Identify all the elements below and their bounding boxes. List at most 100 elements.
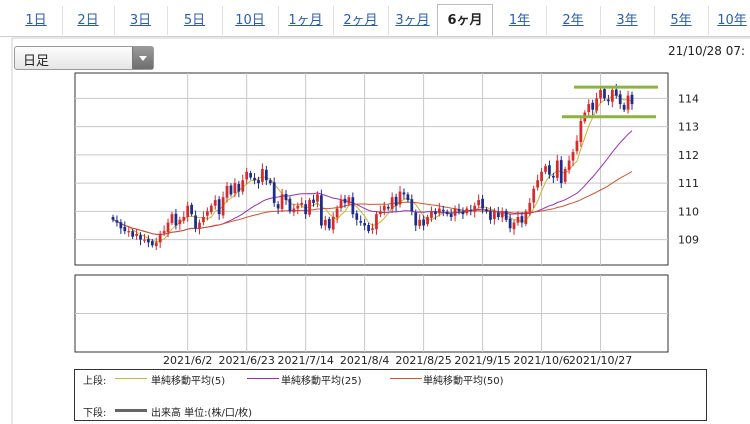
candle-body xyxy=(284,193,288,201)
legend-upper-label: 上段: xyxy=(83,376,107,387)
candle-body xyxy=(477,200,481,206)
candle-body xyxy=(143,239,146,241)
candle-body xyxy=(449,213,453,217)
interval-select[interactable]: 日足 xyxy=(14,46,154,70)
tab-11[interactable]: 3年 xyxy=(600,6,655,35)
chevron-down-icon xyxy=(132,47,153,69)
candle-body xyxy=(249,173,252,178)
candle-body xyxy=(504,210,508,220)
candle-body xyxy=(434,211,437,215)
tab-5[interactable]: 1ヶ月 xyxy=(278,6,334,35)
candle-body xyxy=(540,171,543,182)
legend-ma25-swatch xyxy=(247,378,279,379)
candle-body xyxy=(551,175,555,178)
candle-body xyxy=(323,219,327,226)
legend-ma5-label: 単純移動平均(5) xyxy=(151,376,226,387)
candle-body xyxy=(209,205,213,213)
candle-body xyxy=(563,169,567,182)
candle-body xyxy=(493,211,496,219)
candle-body xyxy=(614,89,618,96)
candle-body xyxy=(520,216,524,223)
candle-body xyxy=(182,217,186,221)
y-tick-label: 110 xyxy=(678,205,699,218)
candle-body xyxy=(241,180,245,192)
candle-body xyxy=(622,104,626,110)
x-tick-label: 2021/10/27 xyxy=(569,354,632,367)
candle-body xyxy=(567,160,571,170)
candle-body xyxy=(217,199,221,215)
x-tick-label: 2021/10/6 xyxy=(513,354,569,367)
candle-body xyxy=(485,209,488,212)
legend-ma50-swatch xyxy=(390,378,422,379)
candle-body xyxy=(162,231,166,234)
tab-6[interactable]: 2ヶ月 xyxy=(333,6,389,35)
candle-body xyxy=(406,194,410,201)
candle-body xyxy=(363,223,367,226)
tab-4[interactable]: 10日 xyxy=(222,6,279,35)
candle-body xyxy=(544,166,547,172)
candle-body xyxy=(524,211,528,224)
candle-body xyxy=(481,198,484,209)
candle-body xyxy=(571,152,575,161)
candle-body xyxy=(308,200,311,215)
candle-body xyxy=(190,204,194,215)
candle-body xyxy=(390,197,394,209)
candle-body xyxy=(316,194,319,202)
x-tick-label: 2021/8/25 xyxy=(395,354,451,367)
candle-body xyxy=(398,191,402,205)
candle-body xyxy=(127,231,131,233)
interval-select-value: 日足 xyxy=(23,54,50,69)
legend-volume-label: 出来高 単位:(株/口/枚) xyxy=(151,408,253,419)
candle-body xyxy=(445,211,449,215)
candle-body xyxy=(599,89,602,99)
candle-body xyxy=(198,222,201,229)
legend-volume-swatch xyxy=(115,409,147,412)
x-tick-label: 2021/8/4 xyxy=(340,354,389,367)
legend-lower-label: 下段: xyxy=(83,408,107,419)
tab-1[interactable]: 2日 xyxy=(62,6,115,35)
y-tick-label: 113 xyxy=(678,121,699,134)
tab-13[interactable]: 10年 xyxy=(708,6,750,35)
candle-body xyxy=(351,197,355,215)
chart-frame xyxy=(11,37,750,424)
candle-body xyxy=(276,204,280,209)
candle-body xyxy=(457,209,461,212)
candle-body xyxy=(618,94,622,105)
candle-body xyxy=(394,196,398,206)
candle-body xyxy=(500,211,504,218)
tab-12[interactable]: 5年 xyxy=(654,6,709,35)
candle-body xyxy=(213,200,217,206)
candle-body xyxy=(327,218,331,229)
candle-body xyxy=(512,222,516,230)
tab-3[interactable]: 5日 xyxy=(167,6,223,35)
candle-body xyxy=(272,182,276,203)
candle-body xyxy=(300,202,304,205)
tab-10[interactable]: 2年 xyxy=(546,6,601,35)
candle-body xyxy=(347,197,351,204)
tab-9[interactable]: 1年 xyxy=(493,6,547,35)
candle-body xyxy=(626,95,630,110)
candle-body xyxy=(489,211,492,220)
candle-body xyxy=(591,102,595,110)
tab-2[interactable]: 3日 xyxy=(114,6,168,35)
candle-body xyxy=(532,188,536,203)
candle-body xyxy=(402,192,406,195)
candle-body xyxy=(253,177,256,181)
candle-body xyxy=(205,211,209,216)
candle-body xyxy=(312,199,315,203)
candle-body xyxy=(131,231,135,237)
candle-body xyxy=(166,222,170,233)
candle-body xyxy=(237,183,241,192)
candle-body xyxy=(528,202,532,212)
candle-body xyxy=(304,204,308,215)
tab-8[interactable]: 6ヶ月 xyxy=(437,4,493,36)
x-tick-label: 2021/6/23 xyxy=(218,354,274,367)
candle-body xyxy=(496,212,500,217)
candle-body xyxy=(367,225,370,232)
candle-body xyxy=(288,198,292,212)
candle-body xyxy=(150,241,154,246)
candle-body xyxy=(422,219,425,226)
tab-0[interactable]: 1日 xyxy=(10,6,63,35)
candle-body xyxy=(233,183,237,194)
